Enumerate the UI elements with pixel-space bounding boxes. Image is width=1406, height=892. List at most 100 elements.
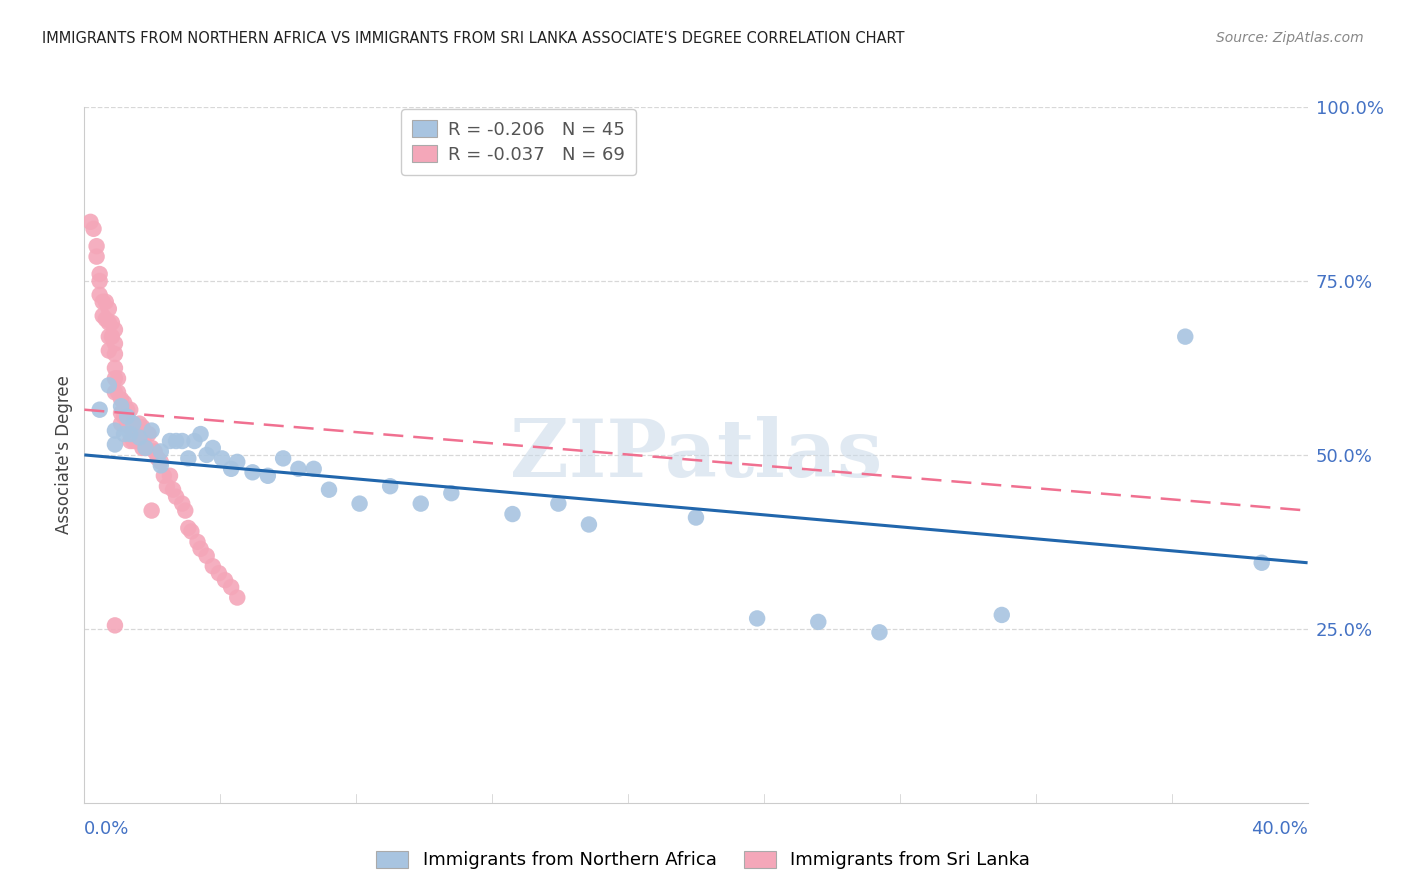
Text: ZIPatlas: ZIPatlas — [510, 416, 882, 494]
Point — [115, 409, 138, 424]
Point — [104, 437, 127, 451]
Point — [159, 434, 181, 448]
Point — [165, 434, 187, 448]
Point — [107, 385, 129, 400]
Point — [190, 541, 212, 556]
Point — [159, 468, 181, 483]
Point — [172, 434, 194, 448]
Point — [180, 524, 202, 539]
Point — [547, 497, 569, 511]
Point — [120, 427, 142, 442]
Point — [86, 250, 108, 264]
Point — [131, 420, 153, 434]
Point — [91, 309, 114, 323]
Point — [135, 441, 157, 455]
Point — [120, 402, 142, 417]
Point — [226, 455, 249, 469]
Point — [141, 441, 163, 455]
Point — [83, 222, 105, 236]
Point — [128, 430, 150, 444]
Point — [115, 417, 138, 431]
Point — [94, 312, 117, 326]
Point — [211, 451, 233, 466]
Point — [257, 468, 280, 483]
Point — [242, 466, 264, 480]
Point — [104, 336, 127, 351]
Point — [107, 371, 129, 385]
Point — [153, 468, 176, 483]
Point — [94, 294, 117, 309]
Point — [141, 424, 163, 438]
Point — [86, 239, 108, 253]
Point — [172, 497, 194, 511]
Point — [201, 441, 224, 455]
Point — [195, 549, 218, 563]
Point — [125, 434, 148, 448]
Point — [128, 434, 150, 448]
Point — [149, 458, 172, 473]
Point — [97, 343, 120, 358]
Point — [91, 294, 114, 309]
Point — [101, 316, 124, 330]
Point — [110, 406, 132, 420]
Point — [156, 479, 179, 493]
Point — [143, 444, 166, 458]
Point — [349, 497, 371, 511]
Point — [186, 534, 208, 549]
Point — [141, 503, 163, 517]
Point — [302, 462, 325, 476]
Point — [318, 483, 340, 497]
Text: 0.0%: 0.0% — [84, 821, 129, 838]
Point — [104, 347, 127, 361]
Point — [104, 385, 127, 400]
Legend: Immigrants from Northern Africa, Immigrants from Sri Lanka: Immigrants from Northern Africa, Immigra… — [367, 842, 1039, 879]
Point — [110, 392, 132, 407]
Point — [112, 427, 135, 442]
Point — [97, 329, 120, 343]
Point — [104, 424, 127, 438]
Legend: R = -0.206   N = 45, R = -0.037   N = 69: R = -0.206 N = 45, R = -0.037 N = 69 — [401, 109, 636, 175]
Point — [177, 521, 200, 535]
Point — [97, 378, 120, 392]
Point — [131, 441, 153, 455]
Point — [120, 420, 142, 434]
Point — [135, 427, 157, 442]
Point — [149, 444, 172, 458]
Point — [502, 507, 524, 521]
Point — [991, 607, 1014, 622]
Point — [219, 580, 242, 594]
Point — [97, 316, 120, 330]
Point — [89, 267, 111, 281]
Point — [120, 434, 142, 448]
Point — [287, 462, 309, 476]
Point — [271, 451, 294, 466]
Point — [122, 420, 145, 434]
Point — [578, 517, 600, 532]
Point — [201, 559, 224, 574]
Point — [97, 301, 120, 316]
Point — [214, 573, 236, 587]
Point — [112, 409, 135, 424]
Y-axis label: Associate's Degree: Associate's Degree — [55, 376, 73, 534]
Point — [89, 402, 111, 417]
Point — [1250, 556, 1272, 570]
Point — [162, 483, 184, 497]
Point — [135, 441, 157, 455]
Point — [208, 566, 231, 581]
Text: 40.0%: 40.0% — [1251, 821, 1308, 838]
Point — [104, 371, 127, 385]
Point — [104, 323, 127, 337]
Point — [177, 451, 200, 466]
Point — [226, 591, 249, 605]
Point — [747, 611, 769, 625]
Point — [128, 417, 150, 431]
Point — [101, 329, 124, 343]
Point — [89, 288, 111, 302]
Point — [104, 360, 127, 375]
Point — [183, 434, 205, 448]
Point — [79, 215, 101, 229]
Point — [174, 503, 197, 517]
Point — [110, 417, 132, 431]
Point — [89, 274, 111, 288]
Point — [869, 625, 891, 640]
